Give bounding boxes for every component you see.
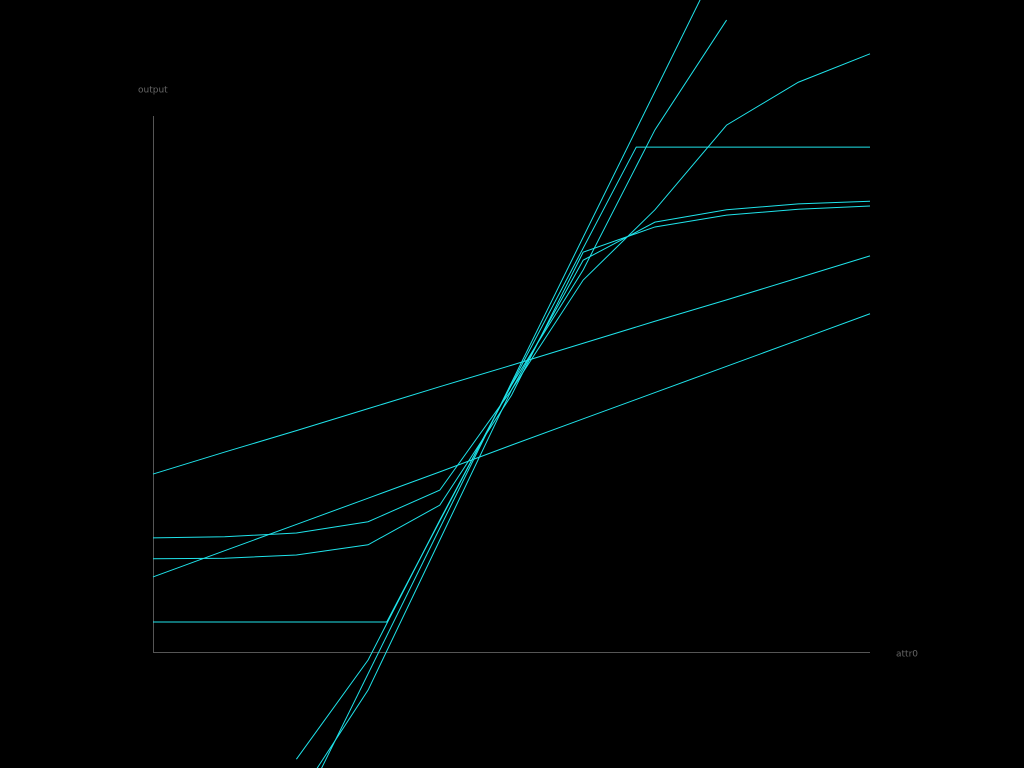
series-line [152,313,871,578]
series-line [321,0,701,768]
series-line [316,53,871,768]
series-line [152,205,871,560]
series-line [295,19,728,760]
y-axis-label: output [138,86,168,96]
series-line [152,255,871,475]
x-axis-label: attr0 [896,650,918,660]
series-line [152,200,871,539]
